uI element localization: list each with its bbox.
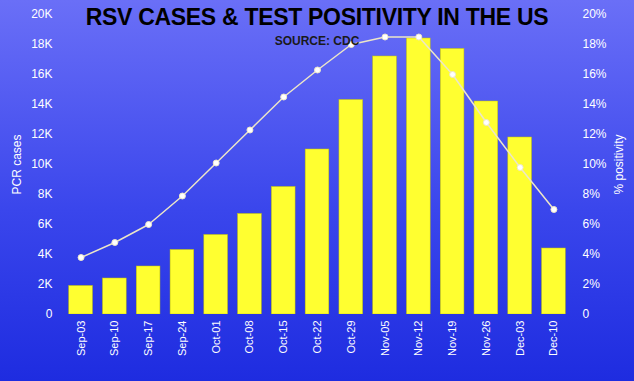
html-text:SOURCE: CDC: SOURCE: CDC bbox=[274, 34, 360, 48]
svg-text:0: 0 bbox=[46, 307, 53, 321]
svg-text:Oct-15: Oct-15 bbox=[277, 321, 289, 354]
svg-text:6K: 6K bbox=[38, 217, 53, 231]
svg-text:16K: 16K bbox=[31, 67, 52, 81]
svg-text:6%: 6% bbox=[583, 217, 601, 231]
svg-text:16%: 16% bbox=[583, 67, 607, 81]
svg-text:2K: 2K bbox=[38, 277, 53, 291]
svg-text:4%: 4% bbox=[583, 247, 601, 261]
html-text:RSV CASES & TEST POSITIVITY IN: RSV CASES & TEST POSITIVITY IN THE US bbox=[85, 4, 549, 30]
svg-text:Oct-08: Oct-08 bbox=[243, 321, 255, 354]
svg-text:20%: 20% bbox=[583, 7, 607, 21]
svg-text:Nov-26: Nov-26 bbox=[480, 321, 492, 356]
svg-text:10%: 10% bbox=[583, 157, 607, 171]
svg-text:18%: 18% bbox=[583, 37, 607, 51]
svg-text:4K: 4K bbox=[38, 247, 53, 261]
svg-text:12%: 12% bbox=[583, 127, 607, 141]
svg-text:Nov-19: Nov-19 bbox=[446, 321, 458, 356]
svg-text:Dec-03: Dec-03 bbox=[514, 321, 526, 356]
svg-text:Sep-10: Sep-10 bbox=[108, 321, 120, 356]
svg-text:Sep-17: Sep-17 bbox=[142, 321, 154, 356]
svg-text:0: 0 bbox=[583, 307, 590, 321]
svg-text:Nov-12: Nov-12 bbox=[412, 321, 424, 356]
svg-text:Oct-22: Oct-22 bbox=[311, 321, 323, 354]
svg-text:Sep-03: Sep-03 bbox=[75, 321, 87, 356]
svg-text:18K: 18K bbox=[31, 37, 52, 51]
svg-text:Nov-05: Nov-05 bbox=[379, 321, 391, 356]
svg-text:20K: 20K bbox=[31, 7, 52, 21]
svg-text:14%: 14% bbox=[583, 97, 607, 111]
svg-text:14K: 14K bbox=[31, 97, 52, 111]
svg-text:Oct-01: Oct-01 bbox=[210, 321, 222, 354]
svg-text:% positivity: % positivity bbox=[612, 134, 626, 194]
svg-text:Oct-29: Oct-29 bbox=[345, 321, 357, 354]
svg-text:PCR cases: PCR cases bbox=[10, 134, 24, 194]
svg-text:2%: 2% bbox=[583, 277, 601, 291]
svg-text:8%: 8% bbox=[583, 187, 601, 201]
svg-text:12K: 12K bbox=[31, 127, 52, 141]
svg-text:10K: 10K bbox=[31, 157, 52, 171]
svg-text:Sep-24: Sep-24 bbox=[176, 321, 188, 356]
svg-text:Dec-10: Dec-10 bbox=[547, 321, 559, 356]
svg-text:8K: 8K bbox=[38, 187, 53, 201]
